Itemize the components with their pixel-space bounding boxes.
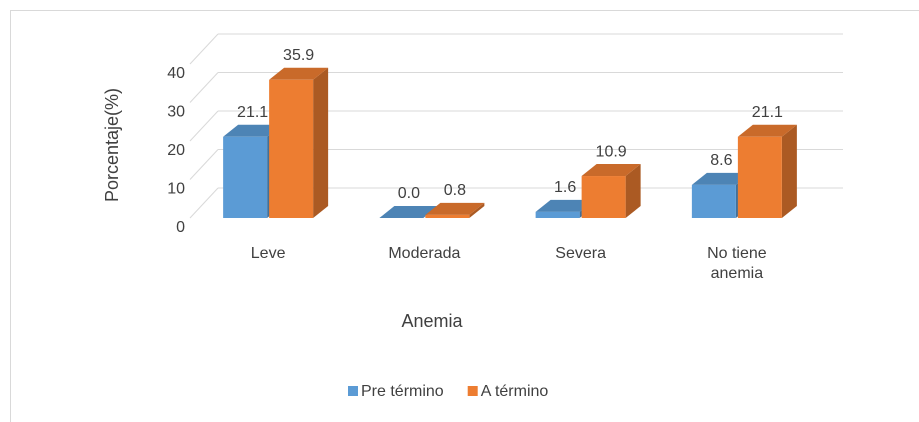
bar-side xyxy=(625,164,641,218)
bar xyxy=(223,136,268,218)
bar-top xyxy=(379,206,439,218)
data-label: 1.6 xyxy=(554,179,576,196)
y-tick-label: 30 xyxy=(167,104,185,121)
bar-side xyxy=(781,124,797,218)
grid-line-depth xyxy=(189,72,219,103)
bar-top xyxy=(269,67,329,80)
data-label: 0.0 xyxy=(398,185,420,202)
data-label: 10.9 xyxy=(596,143,627,160)
bar-top xyxy=(581,164,641,177)
bar-top xyxy=(223,124,283,137)
data-label: 21.1 xyxy=(752,104,783,121)
legend-swatch xyxy=(467,386,478,396)
bar-side xyxy=(313,67,329,218)
y-tick-label: 40 xyxy=(167,65,185,82)
legend-label: Pre término xyxy=(361,383,444,400)
y-axis-title: Porcentaje(%) xyxy=(102,88,122,202)
x-tick-label: Moderada xyxy=(388,245,461,262)
x-axis-title: Anemia xyxy=(401,311,463,331)
bar-top xyxy=(691,172,751,185)
y-tick-label: 0 xyxy=(176,219,185,236)
data-label: 35.9 xyxy=(283,47,314,64)
bar xyxy=(691,184,736,218)
grid-line-depth xyxy=(189,33,219,65)
bar-top xyxy=(737,124,797,137)
bar xyxy=(269,79,314,218)
x-tick-label: Leve xyxy=(250,245,286,262)
legend-swatch xyxy=(348,386,358,396)
y-tick-label: 10 xyxy=(167,181,185,198)
data-label: 21.1 xyxy=(237,104,268,121)
chart-border xyxy=(10,10,919,422)
bar xyxy=(425,214,470,218)
x-tick-label: No tiene anemia xyxy=(707,245,767,282)
bar-top xyxy=(535,199,595,212)
bar-side xyxy=(469,202,485,218)
grid-line-depth xyxy=(189,110,219,142)
grid-line-depth xyxy=(189,149,219,180)
grid-line-depth xyxy=(189,187,219,219)
bar-top xyxy=(425,202,485,215)
y-tick-label: 20 xyxy=(167,142,185,159)
data-label: 8.6 xyxy=(710,152,732,169)
legend-label: A término xyxy=(481,383,549,400)
data-label: 0.8 xyxy=(444,182,466,199)
x-tick-label: Severa xyxy=(555,245,606,262)
bar xyxy=(737,136,782,218)
bar xyxy=(535,211,580,218)
bar xyxy=(581,176,626,218)
